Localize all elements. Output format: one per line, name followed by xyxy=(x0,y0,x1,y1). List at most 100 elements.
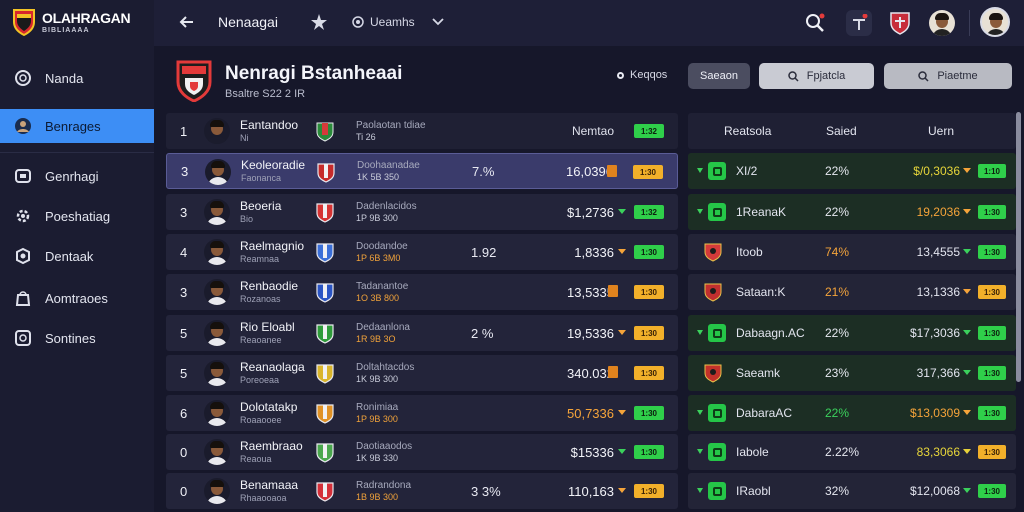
status-badge: 1:30 xyxy=(978,245,1006,259)
avatar xyxy=(980,7,1010,37)
trend-marker-icon xyxy=(607,165,617,177)
preferences-button[interactable]: Piaetme xyxy=(884,63,1012,89)
value-cell: $12,0068 xyxy=(909,484,960,498)
column-header-name: Reatsola xyxy=(724,124,772,138)
club-crest-icon xyxy=(704,283,722,302)
club-info-line: Doodandoe xyxy=(356,240,408,252)
column-header-pct: Saied xyxy=(826,124,857,138)
percent-cell: 74% xyxy=(825,245,850,259)
player-sub: Reamnaa xyxy=(240,253,280,264)
table-row[interactable]: 6 Dolotatakp Roaaooee Ronimiaa 1P 9B 300 50,7… xyxy=(166,395,678,431)
table-row[interactable]: 5 Rio Eloabl Reaoanee Dedaanlona 1R 9B 3O 2 %… xyxy=(166,315,678,351)
column-header-value: Nemtao xyxy=(571,124,614,138)
status-badge: 1:30 xyxy=(633,165,663,179)
value-cell: 19,5336 xyxy=(567,325,614,341)
status-dot-icon xyxy=(617,71,624,79)
sidebar-item-genrhagi[interactable]: Genrhagi xyxy=(0,159,154,193)
club-crest-icon xyxy=(704,364,722,383)
table-row[interactable]: 4 Raelmagnio Reamnaa Doodandoe 1P 6B 3M0 1.92… xyxy=(166,234,678,270)
sidebar-item-dentaak[interactable]: Dentaak xyxy=(0,239,154,273)
status-badge: 1:30 xyxy=(978,484,1006,498)
sidebar-item-benrages[interactable]: Benrages xyxy=(0,109,154,143)
table-row[interactable]: Saeamk 23% 317,366 1:30 xyxy=(688,355,1016,391)
rank-cell: 0 xyxy=(180,444,188,460)
search-button[interactable] xyxy=(802,10,828,36)
percent-cell: 23% xyxy=(825,366,850,380)
table-row[interactable]: 3 Renbaodie Rozanoas Tadanantoe 1O 3B 800 13,… xyxy=(166,274,678,310)
table-row[interactable]: Dabaagn.AC 22% $17,3036 1:30 xyxy=(688,315,1016,351)
scrollbar[interactable] xyxy=(1016,112,1021,382)
club-badge-icon xyxy=(708,324,726,342)
card-icon xyxy=(14,167,32,185)
player-avatar xyxy=(205,159,231,185)
back-button[interactable] xyxy=(178,13,196,31)
status-badge: 1:30 xyxy=(978,366,1006,380)
trend-marker-icon xyxy=(608,285,618,297)
player-avatar xyxy=(204,279,230,305)
club-name: DabaraAC xyxy=(736,406,793,420)
season-button-label: Saeaon xyxy=(700,70,738,82)
club-shield-button[interactable] xyxy=(887,10,913,36)
table-header-row[interactable]: 1 Eantandoo Ni Paolaotan tdiae Ti 26 Nem… xyxy=(166,113,678,149)
trend-arrow-icon xyxy=(963,168,971,173)
player-avatar xyxy=(204,118,230,144)
player-avatar xyxy=(204,439,230,465)
rank-cell: 4 xyxy=(180,244,188,260)
value-cell: 16,0396 xyxy=(566,163,613,179)
club-info-cell: Doltahtacdos 1K 9B 300 xyxy=(356,355,414,391)
season-button[interactable]: Saeaon xyxy=(688,63,750,89)
club-info-line: 1K 9B 300 xyxy=(356,373,399,384)
sidebar-item-label: Poeshatiag xyxy=(45,208,111,224)
table-row[interactable]: 0 Raembraao Reaoua Daotiaaodos 1K 9B 330 $153… xyxy=(166,434,678,470)
status-badge: 1:30 xyxy=(978,445,1006,459)
filter-button[interactable]: Fpjatcla xyxy=(759,63,874,89)
player-name: Beoeria xyxy=(240,198,282,213)
percent-cell: 2.22% xyxy=(825,445,860,459)
status-badge: 1:30 xyxy=(978,406,1006,420)
search-icon xyxy=(787,70,799,82)
club-info-line: 1B 9B 300 xyxy=(356,491,399,502)
sidebar-item-sontines[interactable]: Sontines xyxy=(0,321,154,355)
club-info-cell: Dedaanlona 1R 9B 3O xyxy=(356,315,410,351)
player-name-cell: Rio Eloabl Reaoanee xyxy=(240,315,295,351)
club-info-line: 1P 6B 3M0 xyxy=(356,252,401,263)
top-bar: Nenaagai Ueamhs xyxy=(154,0,1024,46)
table-row[interactable]: 1ReanaK 22% 19,2036 1:30 xyxy=(688,194,1016,230)
teams-dropdown-label: Ueamhs xyxy=(370,15,415,29)
manager-avatar[interactable] xyxy=(929,10,955,36)
sidebar-item-poeshatiag[interactable]: Poeshatiag xyxy=(0,199,154,233)
preferences-button-label: Piaetme xyxy=(937,70,978,82)
value-cell: $17,3036 xyxy=(909,326,960,340)
brand[interactable]: OLAHRAGAN BIBLIAAAA xyxy=(12,8,131,36)
favorite-button[interactable] xyxy=(310,13,328,31)
table-row[interactable]: 3 Keoleoradie Faonanca Doohaanadae 1K 5B 350… xyxy=(166,153,678,189)
player-name: Renbaodie xyxy=(240,278,299,293)
table-row[interactable]: XI/2 22% $/0,3036 1:10 xyxy=(688,153,1016,189)
percent-cell: 7.% xyxy=(472,163,495,179)
player-name-cell: Renbaodie Rozanoas xyxy=(240,274,298,310)
percent-cell: 22% xyxy=(825,406,850,420)
table-row[interactable]: Sataan:K 21% 13,1336 1:30 xyxy=(688,274,1016,310)
percent-cell: 3 3% xyxy=(471,483,501,499)
trend-arrow-icon xyxy=(963,249,971,254)
table-row[interactable]: DabaraAC 22% $13,0309 1:30 xyxy=(688,395,1016,431)
profile-avatar[interactable] xyxy=(980,7,1010,37)
club-crest-icon xyxy=(316,243,334,263)
sidebar-item-nanda[interactable]: Nanda xyxy=(0,61,154,95)
table-row[interactable]: 0 Benamaaa Rhaaooaoa Radrandona 1B 9B 300 3 3… xyxy=(166,473,678,509)
table-row[interactable]: Iabole 2.22% 83,3066 1:30 xyxy=(688,434,1016,470)
teams-dropdown[interactable]: Ueamhs xyxy=(352,15,445,29)
table-row[interactable]: IRaobl 32% $12,0068 1:30 xyxy=(688,473,1016,509)
value-cell: $15336 xyxy=(570,444,614,460)
sidebar-item-aomtraoes[interactable]: Aomtraoes xyxy=(0,281,154,315)
table-row[interactable]: 3 Beoeria Bio Dadenlacidos 1P 9B 300 $1,2736 1… xyxy=(166,194,678,230)
trend-arrow-icon xyxy=(963,449,971,454)
player-name: Raembraao xyxy=(240,438,303,453)
pin-button[interactable] xyxy=(846,10,872,36)
value-cell: 13,1336 xyxy=(916,285,960,299)
table-row[interactable]: Itoob 74% 13,4555 1:30 xyxy=(688,234,1016,270)
table-row[interactable]: 5 Reanaolaga Poreoeaa Doltahtacdos 1K 9B 300… xyxy=(166,355,678,391)
player-sub: Ni xyxy=(240,132,249,143)
radio-icon xyxy=(352,16,364,28)
rank-cell: 3 xyxy=(181,163,189,179)
